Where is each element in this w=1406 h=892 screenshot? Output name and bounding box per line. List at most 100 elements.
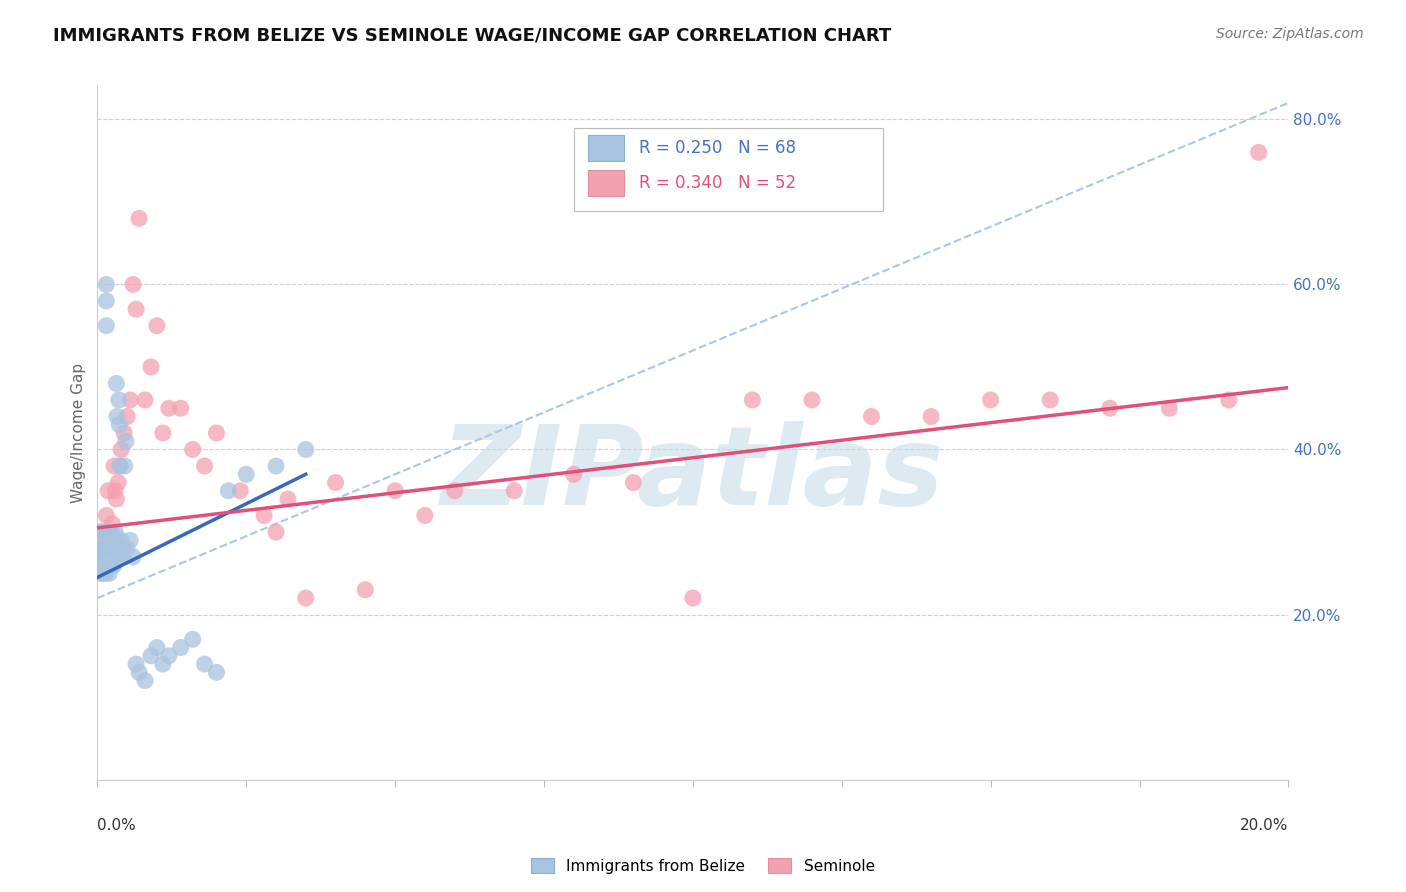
Point [96, 541, 118, 556]
Bar [588, 135, 624, 161]
Point [108, 458, 131, 473]
Point [96, 277, 118, 292]
Point [264, 524, 287, 539]
Point [90, 566, 112, 581]
Point [97, 558, 120, 572]
Point [115, 541, 138, 556]
Point [741, 392, 763, 407]
Point [128, 211, 150, 226]
Point [384, 483, 406, 498]
Point [101, 516, 124, 531]
Point [100, 524, 122, 539]
Point [1218, 392, 1240, 407]
Text: Source: ZipAtlas.com: Source: ZipAtlas.com [1216, 27, 1364, 41]
Point [325, 475, 347, 490]
Point [920, 409, 942, 424]
Point [1098, 401, 1121, 416]
Point [181, 442, 204, 457]
FancyBboxPatch shape [574, 128, 883, 211]
Point [860, 409, 883, 424]
Point [98, 549, 121, 564]
Point [98, 541, 121, 556]
Text: R = 0.340   N = 52: R = 0.340 N = 52 [640, 174, 796, 192]
Point [101, 541, 124, 556]
Point [101, 533, 124, 548]
Text: 20.0%: 20.0% [1240, 818, 1288, 833]
Point [139, 648, 162, 663]
Point [152, 657, 174, 671]
Point [125, 302, 148, 317]
Point [104, 541, 127, 556]
Point [103, 458, 125, 473]
Point [100, 541, 122, 556]
Point [96, 318, 118, 333]
Bar [588, 169, 624, 196]
Text: R = 0.250   N = 68: R = 0.250 N = 68 [640, 139, 796, 157]
Point [91, 541, 114, 556]
Point [1039, 392, 1062, 407]
Point [205, 665, 228, 680]
Legend: Immigrants from Belize, Seminole: Immigrants from Belize, Seminole [526, 852, 880, 880]
Point [217, 483, 239, 498]
Point [114, 458, 136, 473]
Point [980, 392, 1002, 407]
Text: ZIPatlas: ZIPatlas [441, 421, 945, 528]
Point [181, 632, 204, 647]
Point [97, 541, 120, 556]
Point [112, 549, 135, 564]
Point [139, 359, 162, 374]
Point [89, 524, 111, 539]
Point [100, 558, 122, 572]
Point [91, 549, 114, 564]
Point [235, 467, 257, 482]
Point [146, 640, 169, 655]
Point [112, 425, 135, 440]
Point [128, 665, 150, 680]
Point [170, 401, 193, 416]
Point [125, 657, 148, 671]
Point [115, 409, 138, 424]
Text: IMMIGRANTS FROM BELIZE VS SEMINOLE WAGE/INCOME GAP CORRELATION CHART: IMMIGRANTS FROM BELIZE VS SEMINOLE WAGE/… [53, 27, 891, 45]
Point [354, 582, 377, 597]
Point [205, 425, 228, 440]
Y-axis label: Wage/Income Gap: Wage/Income Gap [72, 363, 86, 503]
Point [103, 549, 125, 564]
Point [105, 491, 128, 506]
Point [96, 558, 118, 572]
Text: 0.0%: 0.0% [97, 818, 136, 833]
Point [100, 549, 122, 564]
Point [105, 409, 128, 424]
Point [111, 541, 134, 556]
Point [152, 425, 174, 440]
Point [98, 533, 121, 548]
Point [98, 566, 121, 581]
Point [96, 549, 118, 564]
Point [110, 533, 132, 548]
Point [193, 458, 215, 473]
Point [562, 467, 585, 482]
Point [93, 541, 115, 556]
Point [229, 483, 252, 498]
Point [105, 376, 128, 391]
Point [100, 533, 122, 548]
Point [94, 566, 117, 581]
Point [107, 392, 129, 407]
Point [103, 558, 125, 572]
Point [193, 657, 215, 671]
Point [108, 417, 131, 432]
Point [110, 442, 132, 457]
Point [503, 483, 526, 498]
Point [104, 524, 127, 539]
Point [120, 392, 142, 407]
Point [104, 541, 127, 556]
Point [134, 673, 156, 688]
Point [120, 533, 142, 548]
Point [115, 434, 138, 449]
Point [107, 549, 129, 564]
Point [443, 483, 465, 498]
Point [97, 483, 120, 498]
Point [682, 591, 704, 605]
Point [101, 558, 124, 572]
Point [90, 549, 112, 564]
Point [146, 318, 169, 333]
